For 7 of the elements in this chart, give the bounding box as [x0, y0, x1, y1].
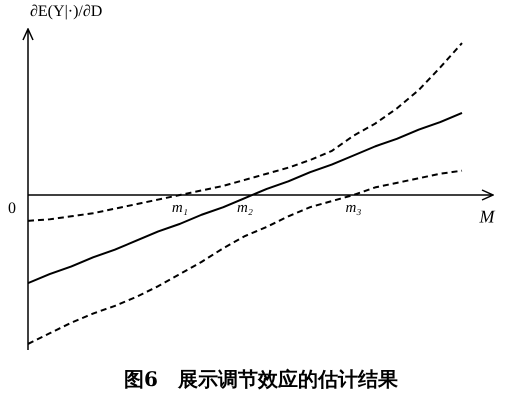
text: 图6 展示调节效应的估计结果: [123, 366, 399, 393]
x-tick-label: m₁: [172, 200, 188, 216]
x-tick-label: m₃: [345, 200, 362, 216]
y-axis-title: ∂E(Y|·)/∂D: [30, 3, 102, 20]
text: 0: [8, 200, 16, 218]
x-axis-title: M: [478, 206, 496, 227]
x-tick-label: m₂: [236, 200, 254, 216]
